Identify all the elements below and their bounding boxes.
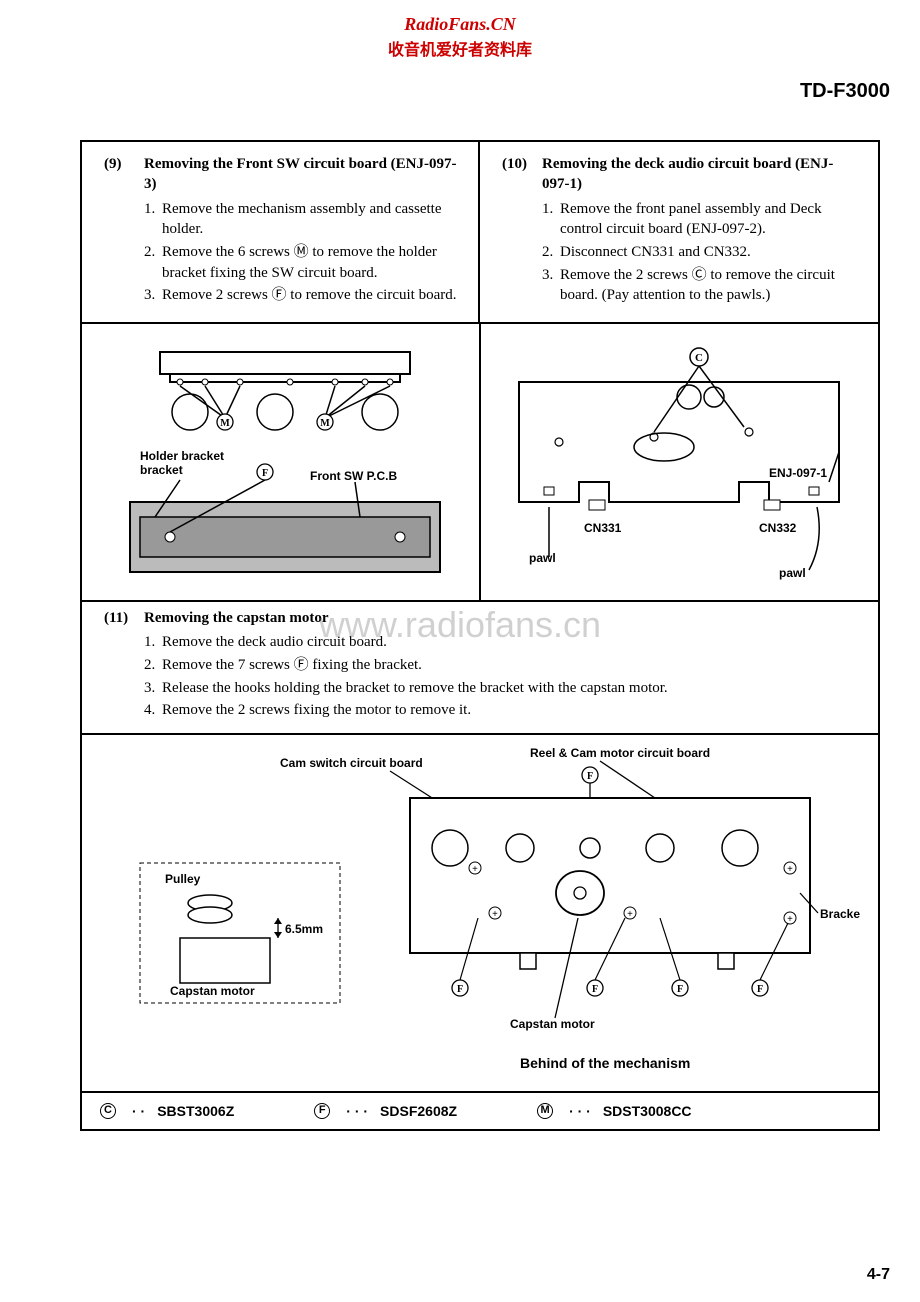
svg-text:+: + [472, 864, 478, 875]
diagram-10: C ENJ-097-1 CN331 CN332 pawl pawl [481, 324, 879, 600]
s10-step2: Disconnect CN331 and CN332. [560, 242, 860, 263]
svg-text:CN332: CN332 [759, 521, 797, 535]
diagram-9-svg: M M Holder bracket bracket F Front SW P.… [100, 332, 460, 592]
section-10-title: Removing the deck audio circuit board (E… [542, 154, 860, 195]
page-number: 4-7 [867, 1266, 890, 1284]
svg-text:F: F [262, 468, 268, 479]
legend-m: M · · · SDST3008CC [537, 1103, 691, 1119]
svg-text:+: + [492, 909, 498, 920]
main-content-frame: (9) Removing the Front SW circuit board … [80, 140, 880, 1131]
section-9-title: Removing the Front SW circuit board (ENJ… [144, 154, 460, 195]
section-11-title: Removing the capstan motor [144, 608, 860, 628]
svg-text:F: F [592, 984, 598, 995]
section-10: (10) Removing the deck audio circuit boa… [480, 142, 878, 322]
section-11: (11) Removing the capstan motor 1.Remove… [82, 600, 878, 733]
svg-text:Behind of the mechanism: Behind of the mechanism [520, 1055, 690, 1071]
svg-text:F: F [457, 984, 463, 995]
s11-step4: Remove the 2 screws fixing the motor to … [162, 700, 860, 721]
section-11-num: (11) [104, 608, 144, 628]
s9-step1: Remove the mechanism assembly and casset… [162, 199, 460, 240]
watermark-site: RadioFans.CN [0, 14, 920, 35]
svg-text:CN331: CN331 [584, 521, 622, 535]
svg-text:Capstan motor: Capstan motor [510, 1017, 595, 1031]
s11-step1: Remove the deck audio circuit board. [162, 632, 860, 653]
svg-text:C: C [695, 352, 703, 364]
diagram-11-svg: Cam switch circuit board Reel & Cam moto… [100, 743, 860, 1083]
svg-text:Reel & Cam motor circuit board: Reel & Cam motor circuit board [530, 746, 710, 760]
svg-text:Front SW P.C.B: Front SW P.C.B [310, 469, 397, 483]
svg-text:Cam switch circuit board: Cam switch circuit board [280, 756, 423, 770]
section-9: (9) Removing the Front SW circuit board … [82, 142, 480, 322]
svg-text:pawl: pawl [529, 551, 556, 565]
svg-text:F: F [757, 984, 763, 995]
svg-text:bracket: bracket [140, 463, 183, 477]
svg-text:ENJ-097-1: ENJ-097-1 [769, 466, 827, 480]
section-10-steps: 1.Remove the front panel assembly and De… [542, 199, 860, 306]
svg-text:6.5mm: 6.5mm [285, 922, 323, 936]
svg-text:Holder bracket: Holder bracket [140, 449, 224, 463]
diagram-9: M M Holder bracket bracket F Front SW P.… [82, 324, 481, 600]
section-11-steps: 1.Remove the deck audio circuit board. 2… [144, 632, 860, 721]
model-number: TD-F3000 [800, 80, 890, 103]
s9-step3: Remove 2 screws Ⓕ to remove the circuit … [162, 285, 460, 306]
svg-text:M: M [221, 418, 231, 429]
diagram-11: Cam switch circuit board Reel & Cam moto… [82, 733, 878, 1091]
svg-text:+: + [787, 864, 793, 875]
section-10-num: (10) [502, 154, 542, 195]
svg-text:F: F [587, 771, 593, 782]
s10-step1: Remove the front panel assembly and Deck… [560, 199, 860, 240]
section-9-num: (9) [104, 154, 144, 195]
s11-step2: Remove the 7 screws Ⓕ fixing the bracket… [162, 655, 860, 676]
section-9-steps: 1.Remove the mechanism assembly and cass… [144, 199, 460, 306]
screw-legend: C · · SBST3006Z F · · · SDSF2608Z M · · … [82, 1091, 878, 1129]
watermark-subtitle: 收音机爱好者资料库 [0, 36, 920, 60]
s9-step2: Remove the 6 screws Ⓜ to remove the hold… [162, 242, 460, 283]
svg-text:F: F [677, 984, 683, 995]
legend-f: F · · · SDSF2608Z [314, 1103, 457, 1119]
svg-text:Bracket: Bracket [820, 907, 860, 921]
s11-step3: Release the hooks holding the bracket to… [162, 678, 860, 699]
svg-text:M: M [321, 418, 331, 429]
svg-text:Capstan motor: Capstan motor [170, 984, 255, 998]
diagram-10-svg: C ENJ-097-1 CN331 CN332 pawl pawl [489, 332, 869, 592]
svg-text:Pulley: Pulley [165, 872, 201, 886]
svg-text:+: + [627, 909, 633, 920]
legend-c: C · · SBST3006Z [100, 1103, 234, 1119]
svg-text:pawl: pawl [779, 566, 806, 580]
s10-step3: Remove the 2 screws Ⓒ to remove the circ… [560, 265, 860, 306]
